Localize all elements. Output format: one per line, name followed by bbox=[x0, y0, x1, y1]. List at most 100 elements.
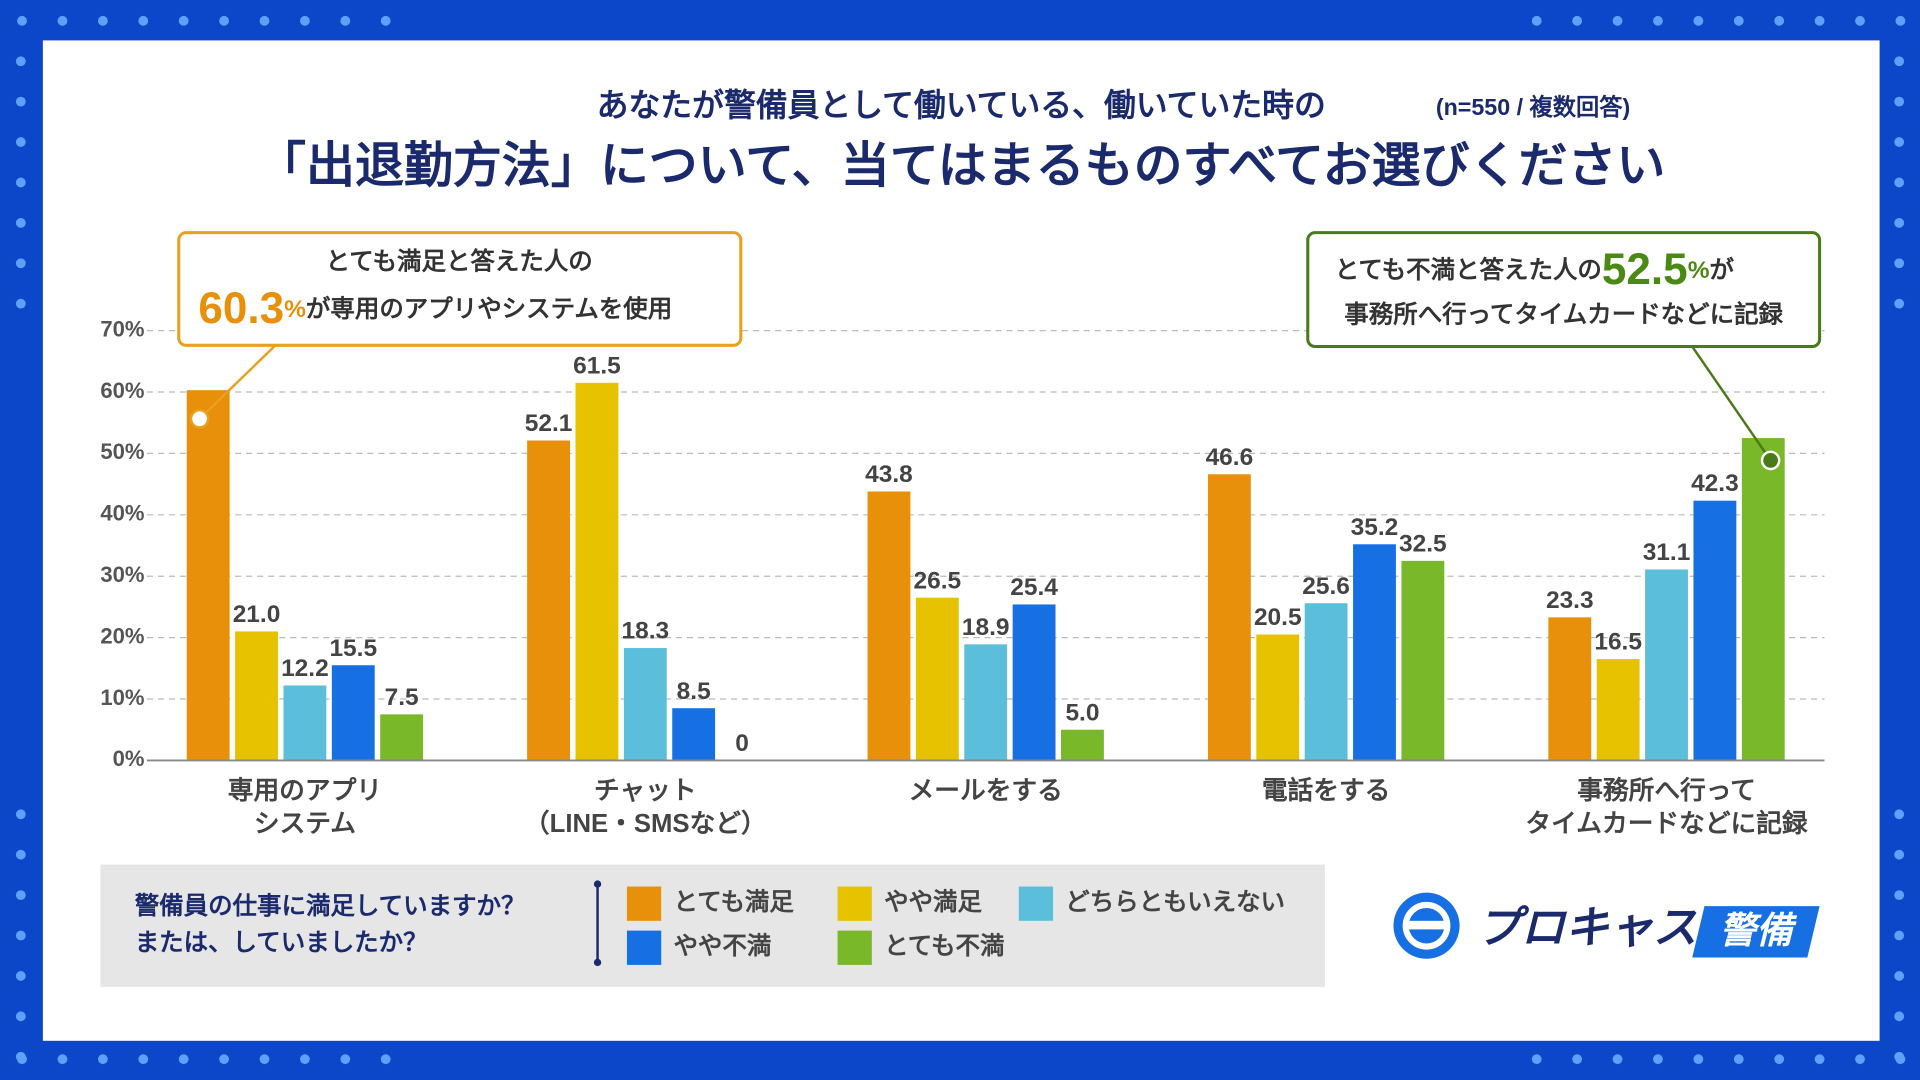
decor-dot bbox=[1894, 177, 1905, 188]
callout-text: が bbox=[1709, 255, 1734, 284]
decor-dot bbox=[219, 1054, 229, 1065]
callout-text: とても不満と答えた人の bbox=[1335, 255, 1602, 284]
value-label: 61.5 bbox=[573, 352, 621, 379]
value-label: 5.0 bbox=[1065, 699, 1099, 726]
y-tick-label: 30% bbox=[100, 562, 145, 587]
value-label: 46.6 bbox=[1206, 444, 1254, 471]
x-tick-label: チャット bbox=[594, 777, 697, 805]
logo-tag-bg bbox=[1692, 906, 1820, 958]
value-label: 42.3 bbox=[1691, 470, 1739, 497]
decor-dot bbox=[259, 1054, 270, 1065]
decor-dot bbox=[57, 15, 68, 26]
decor-dot bbox=[17, 15, 27, 26]
decor-dot bbox=[300, 1054, 310, 1065]
decor-dot bbox=[178, 15, 189, 26]
decor-dot bbox=[15, 809, 26, 820]
decor-dot bbox=[1894, 1011, 1905, 1022]
decor-dot bbox=[1894, 809, 1905, 820]
legend-swatch bbox=[837, 930, 872, 965]
value-label: 0 bbox=[735, 730, 749, 757]
x-tick-label: メールをする bbox=[909, 777, 1063, 805]
legend-title: 警備員の仕事に満足していますか？ bbox=[134, 892, 526, 920]
value-label: 25.4 bbox=[1010, 574, 1058, 601]
bar bbox=[1741, 438, 1785, 761]
value-label: 35.2 bbox=[1351, 514, 1399, 541]
decor-dot bbox=[1855, 1054, 1865, 1065]
decor-dot bbox=[219, 15, 229, 26]
legend-label: とても満足 bbox=[673, 888, 794, 916]
decor-dot bbox=[380, 1054, 391, 1065]
decor-dot bbox=[1693, 15, 1704, 26]
y-tick-label: 60% bbox=[100, 378, 145, 403]
bar bbox=[283, 685, 327, 761]
decor-dot bbox=[15, 1051, 26, 1062]
bar bbox=[380, 714, 424, 761]
decor-dot bbox=[15, 56, 26, 67]
decor-dot bbox=[1612, 1054, 1623, 1065]
bar bbox=[623, 648, 667, 761]
decor-dot bbox=[15, 849, 26, 860]
value-label: 7.5 bbox=[385, 684, 419, 711]
y-tick-label: 40% bbox=[100, 501, 145, 526]
decor-dot bbox=[97, 15, 108, 26]
decor-dot bbox=[1894, 849, 1905, 860]
logo-text: プロキャス bbox=[1477, 903, 1697, 952]
legend-divider-dot bbox=[593, 880, 602, 888]
bar bbox=[1596, 659, 1640, 761]
callout-unit: % bbox=[284, 296, 306, 323]
callout-number: 52.5 bbox=[1602, 244, 1688, 293]
value-label: 20.5 bbox=[1254, 604, 1302, 631]
decor-dot bbox=[15, 217, 26, 228]
value-label: 25.6 bbox=[1302, 573, 1350, 600]
value-label: 43.8 bbox=[865, 461, 913, 488]
decor-dot bbox=[1612, 15, 1623, 26]
bar bbox=[672, 708, 716, 761]
legend-box bbox=[100, 864, 1325, 987]
x-tick-label: 事務所へ行って bbox=[1577, 775, 1756, 805]
value-label: 18.3 bbox=[621, 618, 669, 645]
bar bbox=[235, 631, 278, 761]
bar bbox=[1012, 604, 1056, 761]
callout-number: 60.3 bbox=[198, 284, 284, 333]
decor-dot bbox=[1653, 15, 1663, 26]
decor-dot bbox=[138, 15, 149, 26]
legend-label: やや満足 bbox=[884, 888, 982, 916]
decor-dot bbox=[1894, 217, 1905, 228]
decor-dot bbox=[1531, 15, 1542, 26]
logo-icon bbox=[1402, 901, 1451, 950]
x-tick-label: （LINE・SMSなど） bbox=[524, 809, 767, 838]
chart-question: 「出退勤方法」について、当てはまるものすべてお選びください bbox=[257, 139, 1665, 193]
decor-dot bbox=[380, 15, 391, 26]
callout-box bbox=[1306, 231, 1822, 349]
decor-dot bbox=[1774, 15, 1785, 26]
callout-dot bbox=[1760, 450, 1781, 471]
value-label: 18.9 bbox=[962, 614, 1010, 641]
decor-dot bbox=[15, 298, 26, 309]
x-tick-label: 専用のアプリ bbox=[228, 776, 382, 805]
legend-divider-dot bbox=[593, 958, 602, 967]
x-tick-label: タイムカードなどに記録 bbox=[1525, 808, 1808, 838]
callout-text: とても満足と答えた人の bbox=[326, 247, 593, 276]
bar bbox=[186, 390, 230, 761]
y-tick-label: 20% bbox=[100, 623, 145, 648]
bar bbox=[575, 382, 619, 761]
legend-swatch bbox=[626, 886, 662, 921]
logo-tag: 警備 bbox=[1719, 910, 1798, 951]
decor-dot bbox=[1894, 971, 1905, 981]
callout-text: とても不満と答えた人の52.5%が bbox=[1335, 244, 1735, 293]
decor-dot bbox=[1894, 930, 1905, 941]
legend-label: とても不満 bbox=[884, 932, 1004, 960]
bar bbox=[527, 440, 570, 761]
legend-label: やや不満 bbox=[673, 932, 771, 960]
decor-dot bbox=[15, 930, 26, 941]
bar bbox=[331, 665, 375, 761]
bar bbox=[1061, 729, 1104, 761]
callout-unit: % bbox=[1688, 257, 1710, 284]
logo-icon bbox=[1408, 920, 1445, 930]
decor-dot bbox=[1894, 258, 1905, 269]
bar bbox=[1401, 560, 1445, 761]
value-label: 12.2 bbox=[281, 655, 329, 682]
